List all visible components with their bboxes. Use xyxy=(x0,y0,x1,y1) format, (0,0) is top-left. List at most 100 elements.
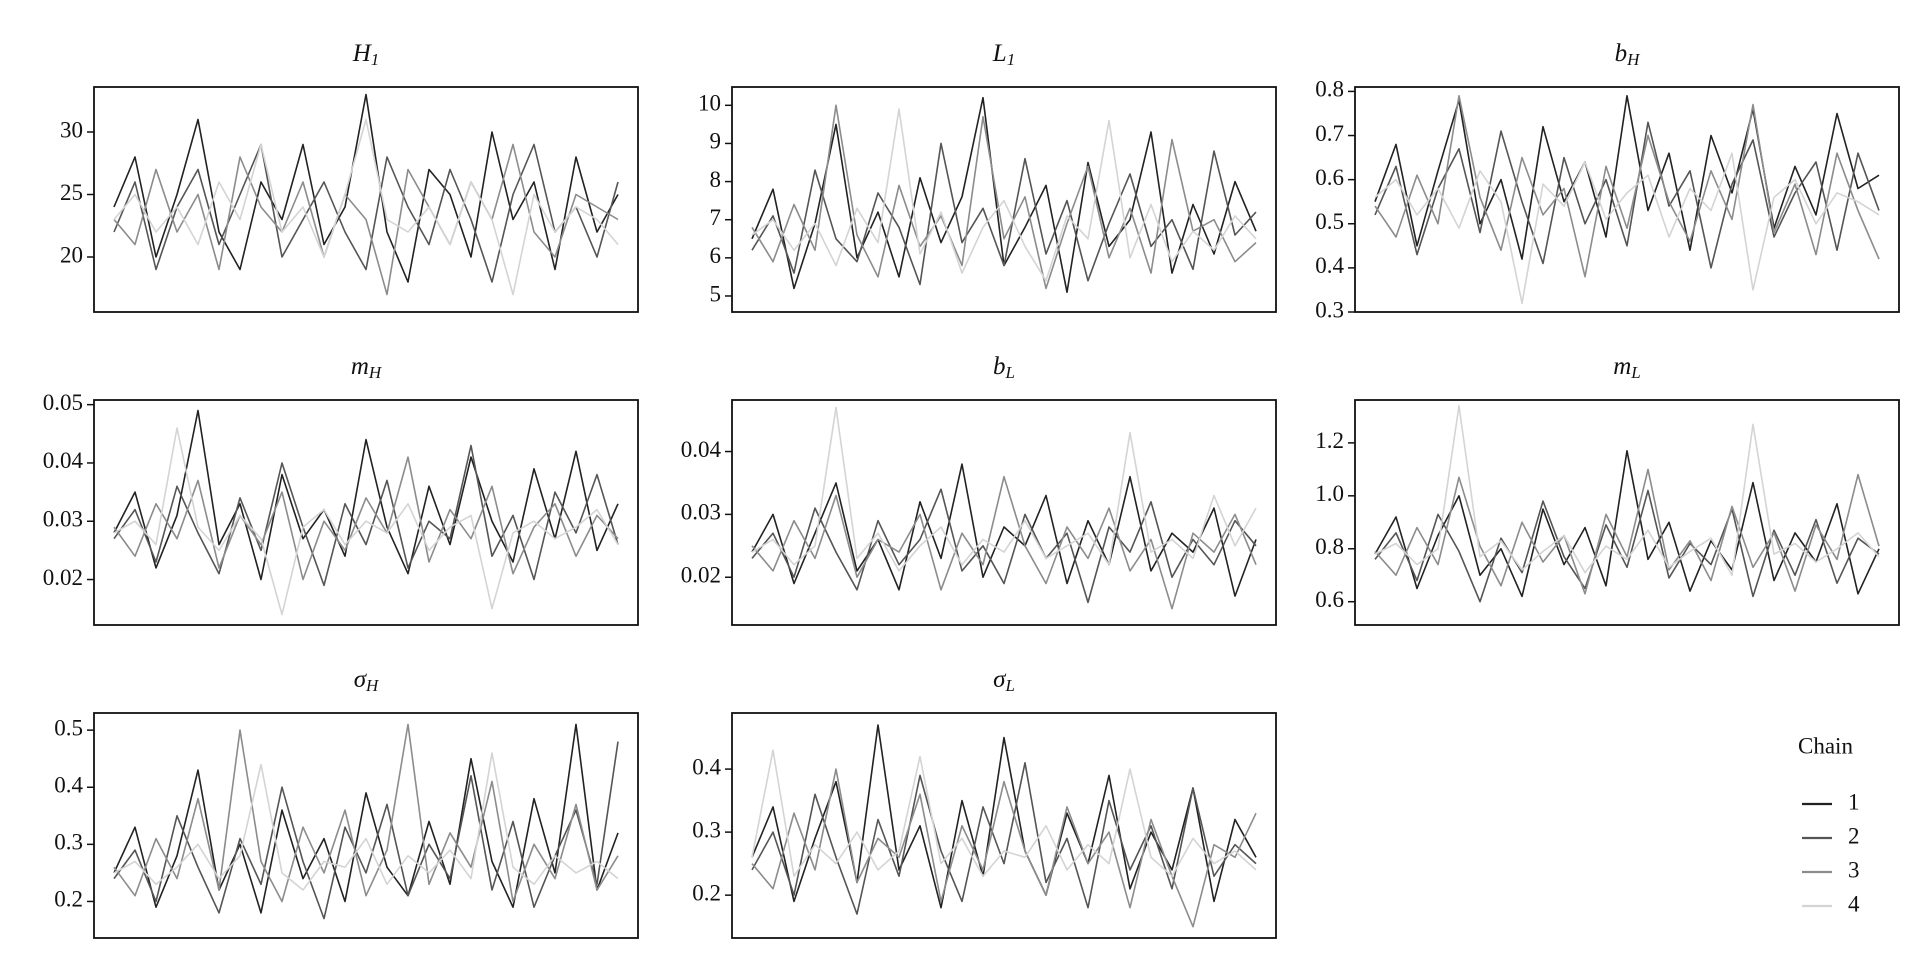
legend-title: Chain xyxy=(1798,733,1853,758)
panel-frame xyxy=(93,712,639,939)
title-symbol: b xyxy=(1615,40,1628,67)
title-subscript: L xyxy=(1005,363,1015,382)
title-subscript: L xyxy=(1004,676,1014,695)
title-symbol: H xyxy=(352,40,373,67)
y-tick-label: 0.6 xyxy=(1315,587,1344,612)
chain-trace xyxy=(1374,121,1880,269)
panel-title: σL xyxy=(993,666,1015,695)
y-tick-label: 0.4 xyxy=(1315,253,1344,278)
y-tick-label: 20 xyxy=(60,242,83,267)
chain-trace xyxy=(751,724,1257,909)
y-tick-label: 0.04 xyxy=(681,437,722,462)
chain-trace xyxy=(1374,489,1880,603)
title-subscript: H xyxy=(365,676,380,695)
chain-trace xyxy=(751,749,1257,877)
y-tick-label: 7 xyxy=(710,205,722,230)
y-tick-label: 0.02 xyxy=(681,563,721,588)
y-tick-label: 0.4 xyxy=(54,773,83,798)
title-symbol: σ xyxy=(993,666,1007,693)
chain-trace xyxy=(751,104,1257,290)
chain-trace xyxy=(113,143,619,296)
panel-frame xyxy=(1354,86,1900,313)
chain-trace xyxy=(113,93,619,283)
chain-trace xyxy=(751,108,1257,282)
panel-frame xyxy=(1354,399,1900,626)
legend-label: 1 xyxy=(1848,789,1860,814)
y-tick-label: 0.03 xyxy=(43,507,83,532)
chain-trace xyxy=(113,427,619,616)
chain-trace xyxy=(751,142,1257,286)
y-tick-label: 0.03 xyxy=(681,500,721,525)
y-tick-label: 0.3 xyxy=(54,830,83,855)
title-subscript: H xyxy=(1626,50,1641,69)
y-tick-label: 0.7 xyxy=(1315,121,1344,146)
chain-trace xyxy=(1374,152,1880,304)
panel-title: mL xyxy=(1613,353,1641,382)
y-tick-label: 1.0 xyxy=(1315,481,1344,506)
title-subscript: L xyxy=(1630,363,1640,382)
panel-title: L1 xyxy=(992,40,1015,69)
title-subscript: H xyxy=(368,363,383,382)
y-tick-label: 0.3 xyxy=(1315,297,1344,322)
y-tick-label: 25 xyxy=(60,180,83,205)
legend-label: 2 xyxy=(1848,823,1860,848)
title-subscript: 1 xyxy=(371,50,380,69)
legend-label: 3 xyxy=(1848,857,1860,882)
chain-trace xyxy=(751,475,1257,610)
chain-trace xyxy=(1374,95,1880,278)
panel-title: bH xyxy=(1615,40,1642,69)
y-tick-label: 9 xyxy=(710,129,722,154)
panel-frame xyxy=(93,86,639,313)
chain-trace xyxy=(751,488,1257,604)
chain-trace xyxy=(113,752,619,891)
panel-frame xyxy=(731,86,1277,313)
panel-title: bL xyxy=(993,353,1015,382)
title-symbol: m xyxy=(351,353,369,380)
panel-title: mH xyxy=(351,353,383,382)
y-tick-label: 5 xyxy=(710,281,722,306)
chain-trace xyxy=(751,463,1257,597)
title-symbol: b xyxy=(993,353,1006,380)
chain-trace xyxy=(113,143,619,283)
chain-trace xyxy=(751,762,1257,915)
y-tick-label: 0.2 xyxy=(692,880,721,905)
y-tick-label: 30 xyxy=(60,117,83,142)
panel-frame xyxy=(93,399,639,626)
y-tick-label: 0.6 xyxy=(1315,165,1344,190)
y-tick-label: 0.8 xyxy=(1315,77,1344,102)
title-subscript: 1 xyxy=(1007,50,1016,69)
y-tick-label: 0.02 xyxy=(43,565,83,590)
title-symbol: L xyxy=(992,40,1007,67)
chain-trace xyxy=(1374,450,1880,598)
y-tick-label: 0.8 xyxy=(1315,534,1344,559)
y-tick-label: 0.4 xyxy=(692,754,721,779)
y-tick-label: 8 xyxy=(710,167,722,192)
chain-trace xyxy=(113,409,619,581)
title-symbol: m xyxy=(1613,353,1631,380)
y-tick-label: 6 xyxy=(710,243,722,268)
legend-label: 4 xyxy=(1848,891,1860,916)
panel-frame xyxy=(731,712,1277,939)
chain-trace xyxy=(1374,95,1880,260)
y-tick-label: 0.5 xyxy=(1315,209,1344,234)
chain-trace xyxy=(1374,405,1880,576)
chain-trace xyxy=(113,456,619,581)
y-tick-label: 10 xyxy=(698,91,721,116)
chain-trace xyxy=(113,741,619,920)
y-tick-label: 0.2 xyxy=(54,887,83,912)
chain-trace xyxy=(113,723,619,914)
chain-trace xyxy=(113,444,619,587)
chain-trace xyxy=(1374,468,1880,595)
panel-frame xyxy=(731,399,1277,626)
chain-trace xyxy=(751,406,1257,572)
title-symbol: σ xyxy=(354,666,368,693)
y-tick-label: 0.3 xyxy=(692,817,721,842)
y-tick-label: 1.2 xyxy=(1315,428,1344,453)
chain-trace xyxy=(113,723,619,903)
y-tick-label: 0.04 xyxy=(43,448,84,473)
y-tick-label: 0.5 xyxy=(54,715,83,740)
y-tick-label: 0.05 xyxy=(43,390,83,415)
panel-title: σH xyxy=(354,666,380,695)
panel-title: H1 xyxy=(352,40,380,69)
